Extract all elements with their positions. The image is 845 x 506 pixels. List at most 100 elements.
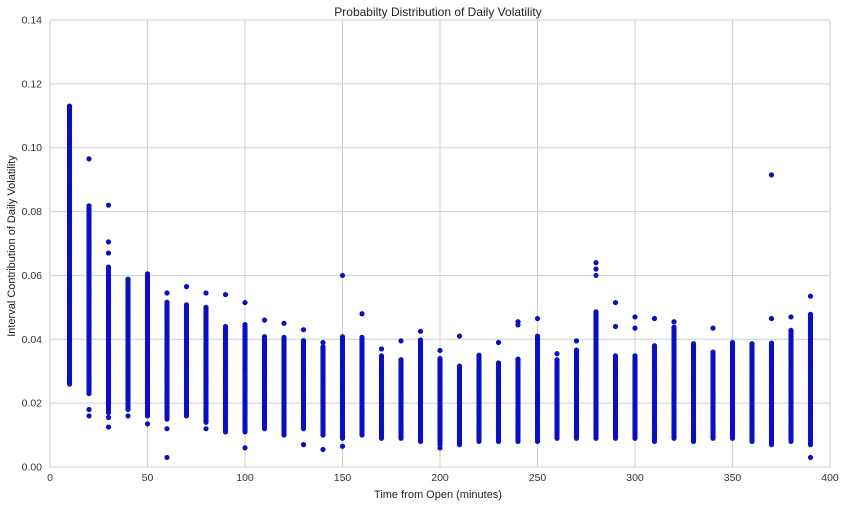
y-axis-label: Interval Contribution of Daily Volatilit… [6, 155, 18, 337]
data-point [86, 406, 92, 413]
data-point [437, 355, 443, 362]
data-point [573, 338, 580, 344]
data-point [671, 324, 677, 330]
data-point [203, 426, 209, 432]
data-point [359, 334, 365, 340]
data-point [632, 353, 638, 359]
x-axis-label: Time from Open (minutes) [374, 489, 502, 501]
data-point [593, 260, 599, 266]
data-point [632, 325, 638, 331]
y-tick-label: 0.12 [22, 78, 43, 90]
x-tick-label: 250 [529, 472, 547, 484]
data-point [242, 321, 248, 328]
data-point [807, 311, 814, 317]
x-tick-label: 50 [142, 472, 154, 484]
data-point [710, 325, 716, 331]
data-point [320, 339, 326, 346]
data-point [105, 250, 112, 256]
data-point [456, 333, 463, 339]
data-point [222, 291, 229, 298]
data-point [105, 202, 112, 208]
x-tick-label: 200 [431, 472, 449, 484]
data-point [183, 284, 190, 290]
data-point [66, 113, 73, 119]
data-point [593, 309, 599, 315]
data-point [281, 320, 287, 326]
data-point [125, 276, 131, 282]
data-point [398, 357, 404, 363]
data-point [86, 413, 92, 419]
data-point [515, 319, 521, 325]
data-point [768, 340, 775, 346]
data-point [66, 119, 73, 125]
x-tick-label: 100 [236, 472, 254, 484]
data-point [66, 103, 73, 109]
data-point [378, 346, 385, 352]
data-point [710, 349, 716, 355]
x-tick-labels: 0 50 100 150 200 250 300 350 400 [47, 472, 839, 484]
data-point [651, 343, 658, 349]
data-point [339, 334, 346, 340]
data-point [222, 323, 229, 330]
data-point [554, 351, 560, 357]
data-point [66, 378, 73, 385]
y-tick-label: 0.14 [22, 15, 43, 27]
data-point [807, 293, 814, 299]
data-point [378, 353, 385, 359]
data-point [495, 360, 502, 366]
data-point [768, 172, 775, 178]
data-point [203, 304, 209, 310]
data-point [339, 443, 346, 449]
chart-title: Probabilty Distribution of Daily Volatil… [334, 5, 541, 19]
data-point [320, 446, 326, 453]
data-point [476, 352, 482, 358]
data-point [437, 445, 443, 451]
data-point [86, 156, 92, 162]
data-point [788, 327, 794, 333]
data-point [729, 339, 736, 346]
data-point [105, 264, 112, 270]
x-tick-label: 350 [724, 472, 742, 484]
data-point [807, 454, 814, 461]
data-point [632, 314, 638, 320]
x-tick-label: 300 [626, 472, 644, 484]
data-point [456, 363, 463, 369]
data-point [612, 299, 619, 306]
data-point [242, 299, 248, 306]
data-point [261, 334, 268, 340]
data-point [437, 347, 443, 354]
data-point [417, 328, 424, 334]
data-point [105, 239, 112, 245]
data-point [768, 315, 775, 322]
data-point [417, 337, 424, 343]
data-point [515, 356, 521, 362]
data-point [300, 327, 307, 333]
x-tick-label: 0 [47, 472, 53, 484]
data-point [242, 445, 248, 451]
x-tick-label: 400 [821, 472, 839, 484]
data-point [749, 341, 755, 347]
data-point [534, 333, 541, 339]
data-point [300, 442, 307, 448]
data-point [612, 353, 619, 359]
data-point [164, 290, 170, 296]
data-point [86, 203, 92, 209]
data-point [300, 337, 307, 344]
data-point [534, 315, 541, 322]
data-point [495, 339, 502, 346]
data-point [144, 271, 151, 277]
data-point [612, 323, 619, 330]
data-point [261, 317, 268, 323]
y-tick-label: 0.02 [22, 398, 43, 410]
y-tick-label: 0.04 [22, 334, 43, 346]
data-point [164, 454, 170, 461]
data-point [671, 319, 677, 325]
y-tick-label: 0.00 [22, 462, 43, 474]
data-point [144, 421, 151, 427]
data-point [651, 315, 658, 322]
data-point [183, 302, 190, 308]
data-point [593, 266, 599, 272]
data-point [105, 414, 112, 421]
grid [49, 19, 831, 468]
